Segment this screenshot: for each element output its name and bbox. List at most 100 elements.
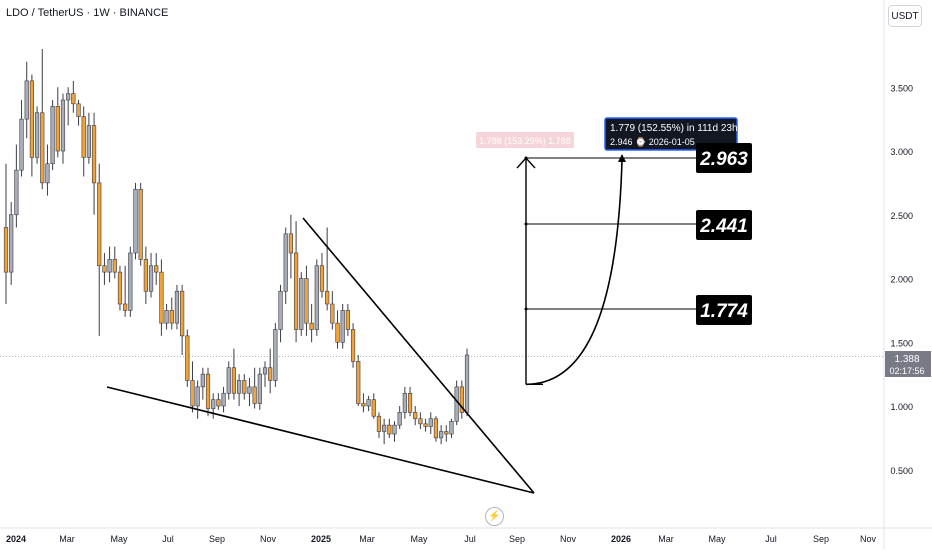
x-tick-label: Sep xyxy=(813,534,829,544)
x-tick-label: May xyxy=(110,534,128,544)
candle-body xyxy=(76,103,81,117)
candle xyxy=(180,284,185,355)
candle xyxy=(319,253,325,298)
candle-body xyxy=(423,423,428,427)
candle-body xyxy=(180,290,185,337)
candle xyxy=(97,163,102,336)
candle xyxy=(9,202,14,285)
currency-button[interactable]: USDT xyxy=(888,5,922,27)
target-label-text: 2.963 xyxy=(699,149,748,170)
candle-body xyxy=(304,278,309,324)
candle-body xyxy=(226,367,231,394)
x-tick-label: 2025 xyxy=(311,534,331,544)
candle xyxy=(330,291,335,330)
candle xyxy=(371,393,376,419)
lightning-icon[interactable]: ⚡ xyxy=(485,507,504,526)
candle-body xyxy=(60,99,66,152)
candle xyxy=(464,348,470,417)
candle xyxy=(226,361,231,400)
candle xyxy=(262,361,268,387)
target-dot xyxy=(524,222,528,226)
drawings xyxy=(106,154,700,494)
candle-body xyxy=(40,112,45,184)
candle xyxy=(50,100,55,171)
candle xyxy=(428,412,433,435)
candle-body xyxy=(148,265,154,292)
candle xyxy=(247,377,252,406)
candle-body xyxy=(361,403,366,407)
price-tag-value: 1.388 xyxy=(894,354,919,365)
candle xyxy=(366,395,371,412)
candle-body xyxy=(356,361,361,404)
measure-line-1: 1.779 (152.55%) in 111d 23h xyxy=(610,123,738,134)
candle xyxy=(174,284,180,330)
candle xyxy=(283,227,288,304)
target-label-text: 2.441 xyxy=(699,216,748,237)
candle xyxy=(19,100,24,177)
candle xyxy=(299,272,304,336)
candle xyxy=(138,182,143,266)
candle xyxy=(325,227,330,311)
candle xyxy=(45,144,50,196)
candle-body xyxy=(330,303,335,324)
candle xyxy=(288,214,294,279)
candle xyxy=(107,246,112,283)
ghost-label-bg xyxy=(476,132,574,148)
candle xyxy=(345,304,350,336)
price-tag-bg xyxy=(885,351,931,377)
candle xyxy=(29,74,35,177)
candle-body xyxy=(314,265,319,330)
x-tick-label: Sep xyxy=(509,534,525,544)
candle-body xyxy=(464,354,470,413)
candle-body xyxy=(335,322,340,343)
candle-body xyxy=(123,303,128,311)
candle-body xyxy=(221,392,226,407)
candle xyxy=(34,106,40,164)
x-tick-label: Mar xyxy=(59,534,75,544)
candle-body xyxy=(283,233,288,292)
target-dot xyxy=(524,307,528,311)
candle-body xyxy=(340,310,345,343)
x-tick-label: Nov xyxy=(860,534,877,544)
candle-body xyxy=(169,310,174,324)
candle xyxy=(293,221,299,343)
target-label-bg xyxy=(696,143,752,173)
candle xyxy=(148,253,154,298)
price-tag-countdown: 02:17:56 xyxy=(889,366,924,376)
target-label-bg xyxy=(696,295,752,325)
y-tick-label: 3.000 xyxy=(890,147,913,157)
candle-body xyxy=(14,169,19,216)
x-tick-label: Jul xyxy=(464,534,476,544)
candle xyxy=(205,367,211,417)
y-tick-label: 3.500 xyxy=(890,83,913,93)
candle-body xyxy=(413,412,418,420)
candle-body xyxy=(112,259,117,273)
candle-body xyxy=(205,373,211,409)
candle xyxy=(60,93,66,164)
candle-body xyxy=(288,233,294,254)
x-tick-label: 2026 xyxy=(611,534,631,544)
candle-body xyxy=(345,310,350,330)
candle xyxy=(278,284,283,343)
x-tick-label: May xyxy=(410,534,428,544)
candle-body xyxy=(174,290,180,324)
ghost-label-text: 1.788 (153.29%) 1,788 xyxy=(479,136,571,146)
upper-trendline xyxy=(302,217,535,494)
candle-body xyxy=(444,431,449,435)
candle xyxy=(423,418,428,432)
candle xyxy=(133,182,138,260)
candle xyxy=(444,425,449,442)
candle xyxy=(237,374,242,406)
y-tick-label: 1.500 xyxy=(890,338,913,348)
candle-body xyxy=(55,106,60,152)
measure-box-bg xyxy=(604,117,738,151)
candle-body xyxy=(81,116,86,158)
candle xyxy=(143,246,148,304)
candle-body xyxy=(138,188,143,260)
target-label-bg xyxy=(696,210,752,240)
candle-body xyxy=(185,335,190,381)
candle xyxy=(340,304,345,349)
candle-body xyxy=(102,265,107,273)
